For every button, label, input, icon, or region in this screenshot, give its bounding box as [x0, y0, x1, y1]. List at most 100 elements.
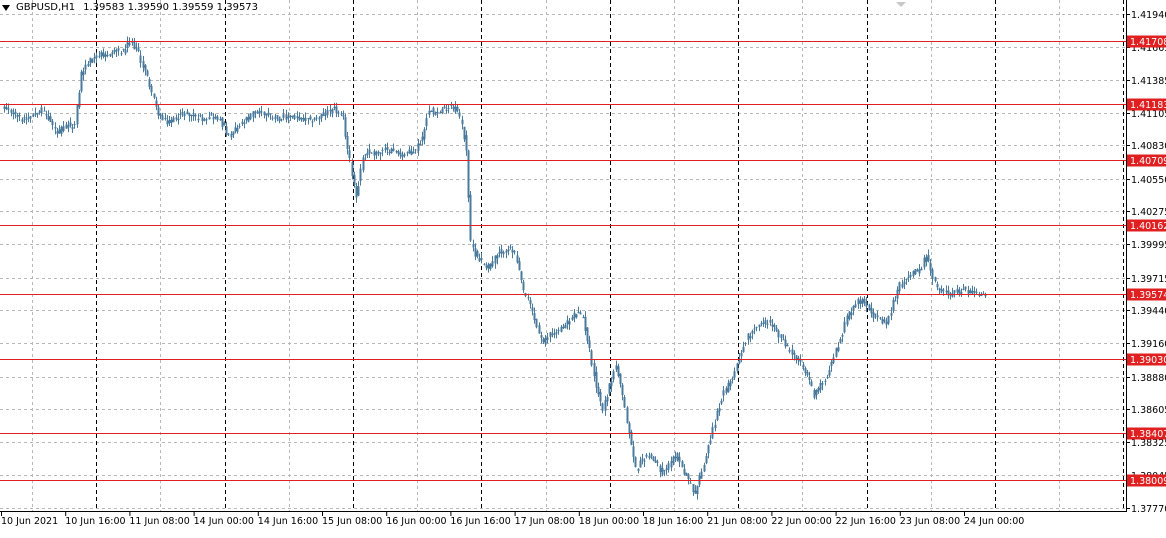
candle-body	[465, 135, 468, 151]
candle-body	[461, 119, 464, 125]
candle-body	[549, 332, 552, 337]
candle-body	[518, 261, 521, 271]
candle-body	[379, 152, 382, 155]
candle-body	[661, 467, 664, 475]
shift-marker-icon[interactable]	[896, 2, 906, 7]
candle-body	[478, 258, 481, 262]
candle-body	[533, 312, 536, 321]
candle-body	[157, 107, 160, 116]
level-label-bg	[1127, 288, 1166, 301]
candle-body	[5, 107, 8, 110]
y-tick-label: 1.39995	[1131, 240, 1166, 251]
candle-body	[439, 111, 442, 113]
candle-body	[219, 118, 222, 121]
candle-body	[34, 113, 37, 115]
candle-body	[749, 336, 752, 339]
candle-body	[782, 339, 785, 341]
x-tick-label: 18 Jun 00:00	[579, 516, 639, 527]
candle-body	[445, 109, 448, 111]
candle-body	[100, 52, 103, 57]
candle-body	[412, 151, 415, 154]
candle-body	[10, 109, 13, 113]
candle-body	[115, 50, 118, 52]
candle-body	[742, 346, 745, 353]
candle-body	[36, 113, 39, 115]
candle-body	[69, 122, 72, 126]
candle-body	[912, 271, 915, 277]
candle-body	[45, 113, 48, 116]
candle-body	[927, 254, 930, 262]
candle-body	[368, 149, 371, 153]
candle-body	[260, 111, 263, 113]
candle-body	[269, 113, 272, 115]
candles	[3, 36, 987, 500]
candle-body	[432, 107, 435, 113]
candle-body	[819, 383, 822, 390]
candle-body	[791, 349, 794, 355]
candle-body	[945, 290, 948, 293]
candle-body	[848, 311, 851, 319]
candle-body	[311, 121, 314, 123]
candle-body	[648, 456, 651, 458]
candle-body	[282, 114, 285, 118]
candle-body	[784, 339, 787, 347]
x-tick-label: 14 Jun 16:00	[258, 516, 318, 527]
candle-body	[370, 152, 373, 154]
x-tick-label: 16 Jun 00:00	[386, 516, 446, 527]
candle-body	[194, 114, 197, 117]
candle-body	[579, 312, 582, 315]
candle-body	[760, 323, 763, 325]
candle-body	[498, 252, 501, 254]
candle-body	[931, 269, 934, 280]
candle-body	[718, 408, 721, 412]
candle-body	[964, 286, 967, 290]
candle-body	[689, 482, 692, 484]
candle-body	[335, 106, 338, 113]
candle-body	[322, 112, 325, 116]
candle-body	[606, 397, 609, 402]
candle-body	[58, 129, 61, 134]
candle-body	[485, 265, 488, 268]
candle-body	[604, 400, 607, 411]
candle-body	[450, 104, 453, 106]
candle-body	[67, 125, 70, 128]
candle-body	[520, 271, 523, 281]
candle-body	[764, 320, 767, 324]
candle-body	[223, 122, 226, 126]
candle-body	[839, 338, 842, 343]
dropdown-triangle-icon[interactable]	[2, 4, 10, 11]
candle-body	[241, 121, 244, 124]
candle-body	[168, 119, 171, 124]
candle-body	[296, 116, 299, 119]
y-tick-label: 1.40830	[1131, 141, 1166, 152]
candle-body	[234, 127, 237, 132]
candle-body	[348, 150, 351, 158]
candle-body	[410, 151, 413, 155]
level-label-bg	[1127, 154, 1166, 167]
candle-body	[546, 337, 549, 340]
candle-body	[27, 117, 30, 119]
candle-body	[500, 249, 503, 253]
candle-body	[747, 333, 750, 340]
candle-body	[940, 288, 943, 293]
candle-body	[542, 338, 545, 343]
candle-body	[885, 321, 888, 325]
candle-body	[197, 118, 200, 121]
candle-body	[186, 111, 189, 115]
x-tick-label: 23 Jun 08:00	[900, 516, 960, 527]
candle-body	[183, 113, 186, 117]
candle-body	[971, 290, 974, 294]
candle-body	[124, 49, 127, 54]
candle-body	[144, 65, 147, 71]
candle-body	[452, 106, 455, 109]
candle-body	[711, 427, 714, 439]
candle-body	[843, 321, 846, 333]
candle-body	[575, 314, 578, 318]
candle-body	[56, 131, 59, 134]
candle-body	[265, 113, 268, 116]
candle-body	[736, 363, 739, 372]
candle-body	[280, 119, 283, 121]
candle-body	[210, 114, 213, 116]
